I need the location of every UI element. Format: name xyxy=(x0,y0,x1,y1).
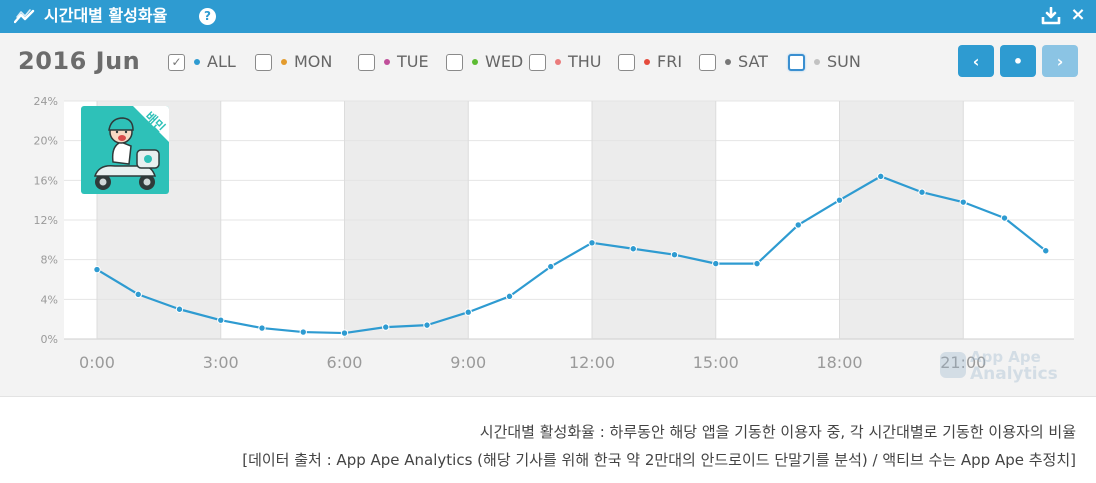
watermark-line2: Analytics xyxy=(970,364,1058,384)
data-point[interactable] xyxy=(1000,214,1009,222)
series-line-all xyxy=(96,175,1047,335)
y-tick-label: 24% xyxy=(34,95,58,108)
data-point[interactable] xyxy=(877,172,885,181)
filter-tue-label: TUE xyxy=(397,52,429,71)
filter-thu-checkbox[interactable] xyxy=(529,53,546,71)
x-tick-label: 6:00 xyxy=(327,353,363,372)
app-ape-watermark: App Ape Analytics xyxy=(940,348,1070,386)
filter-all-label: ALL xyxy=(207,52,236,71)
watermark-line1: App Ape xyxy=(970,348,1041,366)
filter-fri-checkbox[interactable] xyxy=(618,53,635,71)
filter-sun[interactable]: SUN xyxy=(788,51,861,73)
x-tick-label: 21:00 xyxy=(940,353,986,372)
filter-wed-label: WED xyxy=(485,52,524,71)
data-point[interactable] xyxy=(588,239,596,247)
filter-tue-checkbox[interactable] xyxy=(358,53,375,71)
data-point[interactable] xyxy=(464,308,472,316)
data-point[interactable] xyxy=(423,321,431,329)
trend-chart-icon xyxy=(14,9,35,24)
help-icon[interactable]: ? xyxy=(199,8,216,25)
filter-fri[interactable]: FRI xyxy=(618,51,682,73)
data-point[interactable] xyxy=(670,251,679,259)
x-tick-label: 3:00 xyxy=(203,353,239,372)
delivery-scooter-icon: 배민 xyxy=(81,106,169,194)
prev-button[interactable]: ‹ xyxy=(958,45,994,77)
filter-mon-label: MON xyxy=(294,52,333,71)
data-point[interactable] xyxy=(175,305,184,313)
app-ape-logo-icon xyxy=(940,352,966,378)
data-point[interactable] xyxy=(547,262,555,271)
data-point[interactable] xyxy=(629,245,637,253)
data-point[interactable] xyxy=(299,328,307,336)
filter-all[interactable]: ✓ ALL xyxy=(168,51,236,73)
data-point[interactable] xyxy=(959,198,967,206)
filter-sat-checkbox[interactable] xyxy=(699,53,716,71)
data-point[interactable] xyxy=(712,259,720,268)
close-icon[interactable]: × xyxy=(1070,4,1086,25)
period-label: 2016 Jun xyxy=(18,47,141,75)
filter-wed-checkbox[interactable] xyxy=(446,53,463,71)
y-tick-label: 20% xyxy=(34,135,58,148)
filter-sat[interactable]: SAT xyxy=(699,51,768,73)
chart-area: 0% 4% 8% 12% 16% 20% 24% 0:00 3:00 6:00 9:00 12:00 1… xyxy=(0,33,1096,397)
filter-wed[interactable]: WED xyxy=(446,51,523,73)
filter-mon-color-dot xyxy=(281,59,287,65)
next-button[interactable]: › xyxy=(1042,45,1078,77)
data-point[interactable] xyxy=(835,196,844,204)
app-icon: 배민 xyxy=(81,106,169,194)
filter-fri-label: FRI xyxy=(657,52,683,71)
current-button[interactable]: • xyxy=(1000,45,1036,77)
filter-sat-color-dot xyxy=(725,59,731,65)
y-tick-label: 0% xyxy=(41,333,58,346)
data-point[interactable] xyxy=(134,290,142,299)
x-tick-label: 18:00 xyxy=(816,353,862,372)
data-point[interactable] xyxy=(258,324,266,332)
x-tick-label: 15:00 xyxy=(693,353,739,372)
filter-thu-label: THU xyxy=(568,52,602,71)
caption-definition: 시간대별 활성화율 : 하루동안 해당 앱을 기동한 이용자 중, 각 시간대별… xyxy=(479,423,1076,441)
chart-panel: 0% 4% 8% 12% 16% 20% 24% 0:00 3:00 6:00 9:00 12:00 1… xyxy=(0,33,1096,397)
y-tick-label: 8% xyxy=(41,254,58,267)
data-point[interactable] xyxy=(217,316,225,324)
y-tick-label: 12% xyxy=(34,214,58,227)
data-point[interactable] xyxy=(340,329,349,337)
y-tick-label: 4% xyxy=(41,293,58,306)
y-tick-label: 16% xyxy=(34,174,58,187)
line-chart: 0% 4% 8% 12% 16% 20% 24% 0:00 3:00 6:00 9:00 12:00 1… xyxy=(34,95,1074,372)
filter-thu[interactable]: THU xyxy=(529,51,602,73)
widget-title: 시간대별 활성화율 xyxy=(44,6,168,25)
x-tick-label: 12:00 xyxy=(569,353,615,372)
filter-sat-label: SAT xyxy=(738,52,768,71)
filter-tue-color-dot xyxy=(384,59,390,65)
caption: 시간대별 활성화율 : 하루동안 해당 앱을 기동한 이용자 중, 각 시간대별… xyxy=(0,398,1096,483)
data-point[interactable] xyxy=(753,259,761,268)
download-icon[interactable] xyxy=(1041,7,1061,25)
widget-header: 시간대별 활성화율 ? × xyxy=(0,0,1096,33)
filter-all-color-dot xyxy=(194,59,200,65)
x-tick-label: 0:00 xyxy=(79,353,115,372)
filter-wed-color-dot xyxy=(472,59,478,65)
filter-sun-checkbox[interactable] xyxy=(788,53,805,71)
filter-sun-color-dot xyxy=(814,59,820,65)
filter-mon-checkbox[interactable] xyxy=(255,53,272,71)
data-point[interactable] xyxy=(93,265,101,274)
filter-tue[interactable]: TUE xyxy=(358,51,429,73)
data-point[interactable] xyxy=(505,292,514,301)
filter-fri-color-dot xyxy=(644,59,650,65)
data-point[interactable] xyxy=(1042,247,1050,255)
filter-mon[interactable]: MON xyxy=(255,51,332,73)
data-point[interactable] xyxy=(794,221,802,229)
filter-thu-color-dot xyxy=(555,59,561,65)
data-point[interactable] xyxy=(918,188,926,196)
filter-sun-label: SUN xyxy=(827,52,861,71)
filter-all-checkbox[interactable]: ✓ xyxy=(168,53,185,71)
caption-source: [데이터 출처 : App Ape Analytics (해당 기사를 위해 한… xyxy=(242,451,1076,469)
data-point[interactable] xyxy=(382,323,390,331)
x-tick-label: 9:00 xyxy=(450,353,486,372)
